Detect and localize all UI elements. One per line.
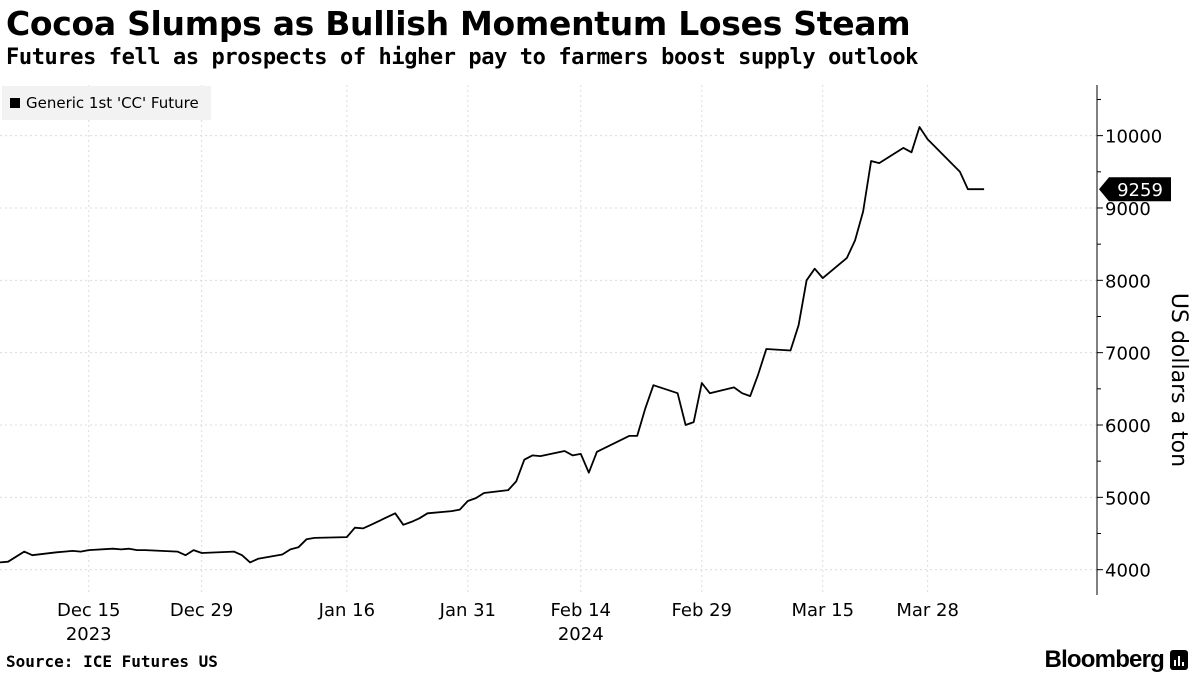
y-tick-label: 8000 <box>1105 271 1151 292</box>
source-note: Source: ICE Futures US <box>6 652 218 671</box>
x-tick-label: Feb 29 <box>672 600 733 621</box>
y-tick-label: 6000 <box>1105 416 1151 437</box>
legend-label: Generic 1st 'CC' Future <box>26 94 199 112</box>
y-tick-label: 4000 <box>1105 561 1151 582</box>
y-tick-label: 7000 <box>1105 344 1151 365</box>
last-value-label: 9259 <box>1117 180 1163 201</box>
x-tick-label: Dec 29 <box>170 600 233 621</box>
y-axis-title: US dollars a ton <box>1166 293 1191 467</box>
x-year-label: 2024 <box>558 624 604 645</box>
y-tick-label: 5000 <box>1105 488 1151 509</box>
chart-subtitle: Futures fell as prospects of higher pay … <box>6 45 919 70</box>
last-value-callout <box>1099 177 1171 202</box>
bloomberg-logo-icon <box>1170 650 1188 670</box>
chart-legend: Generic 1st 'CC' Future <box>2 86 211 120</box>
x-tick-label: Feb 14 <box>551 600 612 621</box>
chart-title: Cocoa Slumps as Bullish Momentum Loses S… <box>6 4 911 43</box>
legend-swatch <box>10 98 20 108</box>
x-year-label: 2023 <box>66 624 112 645</box>
brand-name: Bloomberg <box>1044 646 1165 673</box>
x-tick-label: Mar 28 <box>896 600 959 621</box>
x-tick-label: Jan 31 <box>439 600 496 621</box>
y-tick-label: 10000 <box>1105 127 1162 148</box>
y-tick-label: 9000 <box>1105 199 1151 220</box>
x-tick-label: Mar 15 <box>791 600 854 621</box>
x-tick-label: Jan 16 <box>318 600 375 621</box>
series-line-cocoa-future <box>0 126 985 564</box>
brand-logo: Bloomberg <box>1045 646 1188 674</box>
x-tick-label: Dec 15 <box>57 600 120 621</box>
